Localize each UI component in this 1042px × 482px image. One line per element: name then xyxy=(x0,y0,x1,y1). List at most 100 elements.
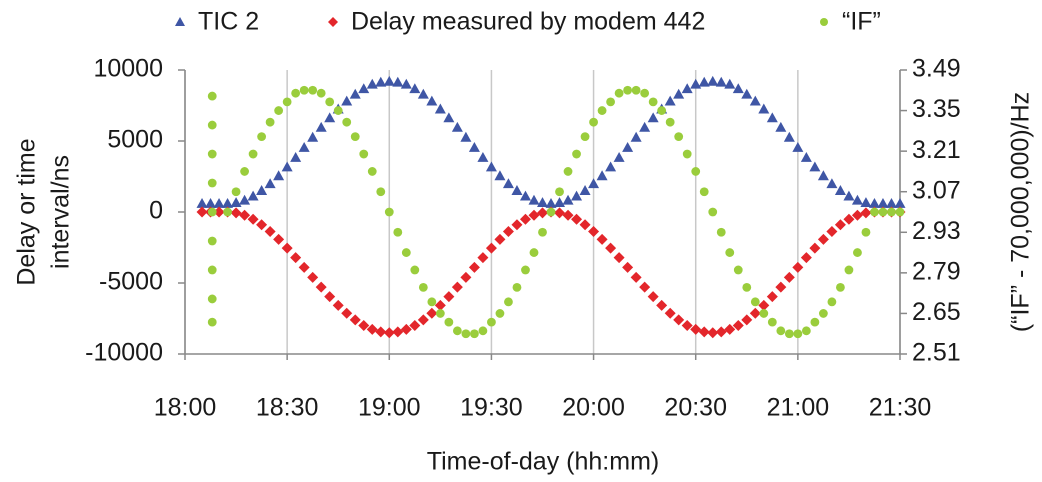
marker xyxy=(256,219,268,231)
y-tick-label: -10000 xyxy=(85,339,163,367)
marker xyxy=(588,178,600,189)
marker xyxy=(716,227,726,237)
x-tick-label: 20:00 xyxy=(562,394,625,422)
marker xyxy=(341,307,353,319)
marker xyxy=(213,197,225,208)
legend-marker xyxy=(820,18,828,26)
marker xyxy=(724,78,736,89)
marker xyxy=(366,323,378,335)
marker xyxy=(342,117,352,127)
marker xyxy=(409,319,421,331)
marker xyxy=(443,291,455,303)
marker xyxy=(376,187,386,197)
marker xyxy=(546,207,556,217)
marker xyxy=(495,309,505,318)
marker xyxy=(817,233,829,245)
marker xyxy=(758,299,770,311)
marker xyxy=(758,103,770,114)
marker xyxy=(282,97,292,107)
marker xyxy=(725,248,735,257)
marker xyxy=(502,225,514,237)
marker xyxy=(358,319,370,331)
marker xyxy=(630,271,642,283)
marker xyxy=(775,121,787,132)
marker xyxy=(247,213,259,225)
marker xyxy=(324,112,336,123)
marker xyxy=(767,317,777,327)
marker xyxy=(257,132,267,142)
marker xyxy=(775,281,787,293)
marker xyxy=(444,317,454,327)
marker xyxy=(674,132,684,142)
marker xyxy=(596,170,608,181)
marker xyxy=(265,117,275,127)
marker xyxy=(207,317,217,327)
marker xyxy=(325,97,335,107)
marker xyxy=(673,314,685,326)
legend-marker xyxy=(175,17,185,26)
marker xyxy=(504,297,513,307)
marker xyxy=(393,227,403,237)
marker xyxy=(207,178,217,188)
marker xyxy=(698,76,710,87)
marker xyxy=(521,265,530,275)
marker xyxy=(223,207,232,217)
marker xyxy=(410,265,420,275)
marker xyxy=(640,88,650,98)
marker xyxy=(572,149,581,159)
marker xyxy=(392,326,404,338)
marker xyxy=(264,178,276,189)
marker xyxy=(341,95,353,106)
y2-tick-label: 2.79 xyxy=(912,257,961,285)
x-tick-label: 21:30 xyxy=(869,394,932,422)
marker xyxy=(826,178,838,189)
marker xyxy=(196,197,208,208)
y-tick-label: 10000 xyxy=(93,55,163,83)
marker xyxy=(733,265,743,275)
marker xyxy=(487,317,496,327)
marker xyxy=(307,131,319,142)
marker xyxy=(247,190,259,201)
marker xyxy=(256,185,268,195)
legend-label: TIC 2 xyxy=(198,8,259,36)
marker xyxy=(554,197,566,208)
marker xyxy=(861,227,871,237)
marker xyxy=(563,167,573,176)
marker xyxy=(375,326,387,338)
marker xyxy=(359,149,369,159)
marker xyxy=(631,85,641,95)
marker xyxy=(298,142,310,152)
marker xyxy=(230,197,242,208)
marker xyxy=(264,225,276,237)
marker xyxy=(554,207,566,219)
marker xyxy=(468,142,480,152)
marker xyxy=(512,282,522,292)
marker xyxy=(750,297,760,307)
marker xyxy=(417,314,429,326)
marker xyxy=(460,131,472,142)
marker xyxy=(239,209,251,221)
marker xyxy=(580,132,590,142)
marker xyxy=(887,207,896,217)
marker xyxy=(605,161,617,172)
marker xyxy=(281,161,293,172)
marker xyxy=(851,194,863,205)
marker xyxy=(690,78,702,89)
marker xyxy=(222,197,234,208)
marker xyxy=(555,187,564,197)
y2-tick-label: 2.65 xyxy=(912,298,961,326)
marker xyxy=(851,209,863,221)
marker xyxy=(639,121,651,132)
marker xyxy=(207,120,217,130)
marker xyxy=(571,213,583,225)
marker xyxy=(315,281,327,293)
legend-label: Delay measured by modem 442 xyxy=(351,8,705,36)
marker xyxy=(451,121,463,132)
marker xyxy=(801,326,811,336)
marker xyxy=(715,326,727,338)
marker xyxy=(485,161,497,172)
marker xyxy=(588,225,600,237)
marker xyxy=(427,297,437,307)
marker xyxy=(827,297,837,307)
marker xyxy=(538,227,547,237)
